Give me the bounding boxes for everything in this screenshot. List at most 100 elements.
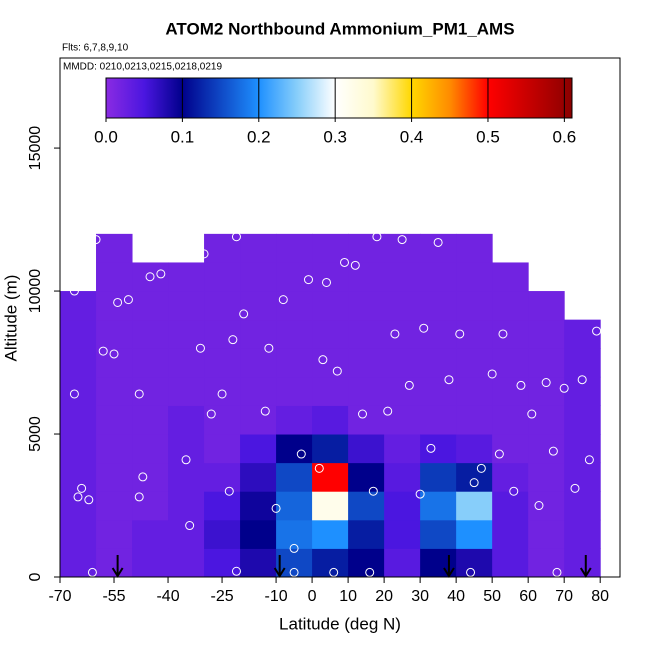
heatmap-cell bbox=[204, 462, 241, 492]
heatmap-cell bbox=[132, 548, 169, 578]
observation-point bbox=[433, 237, 443, 247]
x-tick-label: -55 bbox=[102, 588, 125, 605]
observation-point bbox=[181, 455, 191, 465]
heatmap-cell bbox=[528, 434, 565, 464]
observation-point bbox=[123, 295, 133, 305]
heatmap-cell bbox=[528, 376, 565, 406]
observation-point bbox=[84, 257, 94, 267]
heatmap-cell bbox=[240, 348, 277, 378]
heatmap-cell bbox=[384, 462, 421, 492]
observation-point bbox=[239, 309, 249, 319]
y-tick-label: 10000 bbox=[27, 269, 44, 314]
observation-point bbox=[404, 380, 414, 390]
y-tick-label: 5000 bbox=[27, 416, 44, 452]
heatmap-cell bbox=[168, 405, 205, 435]
colorbar-tick-label: 0.6 bbox=[553, 127, 577, 146]
observation-point bbox=[228, 335, 238, 345]
heatmap-cell bbox=[240, 233, 277, 263]
arrow-marker bbox=[579, 555, 592, 578]
x-tick-label: -70 bbox=[48, 588, 71, 605]
observation-point bbox=[466, 567, 476, 577]
observation-point bbox=[314, 463, 324, 473]
subtitle: Flts: 6,7,8,9,10 bbox=[62, 43, 129, 54]
arrow-marker bbox=[273, 555, 286, 578]
observation-point bbox=[498, 329, 508, 339]
heatmap-cell bbox=[96, 262, 133, 292]
observation-point bbox=[444, 375, 454, 385]
heatmap-cell bbox=[276, 348, 313, 378]
observation-point bbox=[224, 486, 234, 496]
heatmap-cell bbox=[276, 434, 313, 464]
heatmap-cell bbox=[420, 348, 457, 378]
heatmap-cell bbox=[168, 348, 205, 378]
heatmap-cell bbox=[348, 405, 385, 435]
x-tick-label: 70 bbox=[555, 588, 573, 605]
colorbar-tick-label: 0.2 bbox=[247, 127, 271, 146]
observation-point bbox=[415, 489, 425, 499]
x-tick-label: 10 bbox=[339, 588, 357, 605]
observation-point bbox=[195, 343, 205, 353]
observation-point bbox=[321, 277, 331, 287]
heatmap-cell bbox=[492, 434, 529, 464]
heatmap-cell bbox=[528, 319, 565, 349]
heatmap-cell bbox=[348, 291, 385, 321]
heatmap-cell bbox=[276, 291, 313, 321]
heatmap-cell bbox=[276, 233, 313, 263]
observation-point bbox=[358, 409, 368, 419]
arrow-head bbox=[443, 567, 455, 578]
heatmap-cell bbox=[492, 548, 529, 578]
arrow-head bbox=[579, 567, 592, 578]
heatmap-cell bbox=[564, 348, 601, 378]
heatmap-cell bbox=[132, 405, 169, 435]
observation-point bbox=[109, 349, 119, 359]
observation-point bbox=[73, 492, 83, 502]
heatmap-cell bbox=[564, 519, 601, 549]
heatmap-cell bbox=[60, 319, 97, 349]
observation-point bbox=[87, 567, 97, 577]
observation-point bbox=[260, 406, 270, 416]
x-axis-label: Latitude (deg N) bbox=[279, 614, 401, 633]
heatmap-cell bbox=[168, 519, 205, 549]
heatmap-cell bbox=[204, 233, 241, 263]
observation-point bbox=[559, 383, 569, 393]
heatmap-cell bbox=[60, 462, 97, 492]
heatmap-cell bbox=[348, 376, 385, 406]
heatmap-cell bbox=[132, 262, 169, 292]
observation-point bbox=[541, 378, 551, 388]
observation-point bbox=[509, 486, 519, 496]
heatmap-cell bbox=[384, 548, 421, 578]
heatmap-cell bbox=[528, 405, 565, 435]
heatmap-cell bbox=[204, 319, 241, 349]
observation-point bbox=[84, 495, 94, 505]
heatmap-cell bbox=[240, 376, 277, 406]
observation-point bbox=[548, 446, 558, 456]
heatmap-cell bbox=[276, 405, 313, 435]
heatmap-cell bbox=[564, 434, 601, 464]
heatmap-cell bbox=[456, 262, 493, 292]
heatmap-cell bbox=[168, 548, 205, 578]
heatmap-cell bbox=[96, 319, 133, 349]
observation-point bbox=[397, 235, 407, 245]
heatmap-cell bbox=[168, 462, 205, 492]
x-tick-label: -40 bbox=[156, 588, 179, 605]
heatmap-cell bbox=[96, 348, 133, 378]
heatmap-cell bbox=[312, 348, 349, 378]
heatmap-cell bbox=[312, 405, 349, 435]
observation-point bbox=[217, 389, 227, 399]
heatmap-cell bbox=[384, 519, 421, 549]
colorbar-tick-label: 0.5 bbox=[476, 127, 500, 146]
observation-point bbox=[372, 232, 382, 242]
heatmap-cell bbox=[96, 405, 133, 435]
heatmap-cell bbox=[528, 519, 565, 549]
heatmap-cell bbox=[384, 348, 421, 378]
heatmap-cell bbox=[204, 262, 241, 292]
heatmap-cell bbox=[384, 376, 421, 406]
heatmap-cell bbox=[276, 262, 313, 292]
observation-point bbox=[113, 297, 123, 307]
y-tick-label: 0 bbox=[27, 572, 44, 581]
x-tick-label: -25 bbox=[210, 588, 233, 605]
heatmap-cell bbox=[312, 233, 349, 263]
observation-point bbox=[419, 323, 429, 333]
heatmap-cell bbox=[132, 348, 169, 378]
heatmap-cell bbox=[492, 348, 529, 378]
